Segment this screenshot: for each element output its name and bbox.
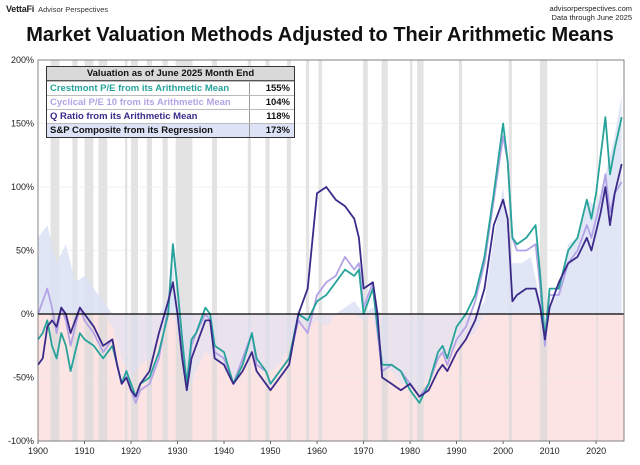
legend-label: S&P Composite from its Regression [50,125,213,136]
x-tick-label: 1990 [447,446,467,456]
y-tick-label: 50% [16,246,34,256]
x-tick-label: 1920 [121,446,141,456]
y-tick-label: -50% [13,373,34,383]
x-tick-label: 2020 [586,446,606,456]
x-tick-label: 1900 [28,446,48,456]
legend-row-composite: S&P Composite from its Regression 173% [47,123,294,137]
legend-value: 118% [249,110,294,123]
y-tick-label: 200% [11,55,34,65]
y-tick-label: -100% [8,436,34,446]
source-url: advisorperspectives.com [549,4,632,13]
brand-sub: Advisor Perspectives [38,5,109,14]
legend-row-crestmont: Crestmont P/E from its Arithmetic Mean 1… [47,81,294,95]
data-date: Data through June 2025 [551,13,632,22]
x-tick-label: 2000 [493,446,513,456]
x-tick-label: 1960 [307,446,327,456]
legend-value: 104% [249,96,294,109]
x-tick-label: 1970 [354,446,374,456]
brand-name: VettaFi [6,4,35,14]
plot-frame [37,59,625,442]
legend-table: Valuation as of June 2025 Month End Cres… [46,66,295,138]
x-tick-label: 1940 [214,446,234,456]
composite-area-negative [38,314,622,397]
legend-value: 155% [249,82,294,95]
brand: VettaFi Advisor Perspectives [6,4,108,14]
y-tick-label: 150% [11,119,34,129]
legend-label: Q Ratio from its Arithmetic Mean [50,111,198,122]
legend-row-pe10: Cyclical P/E 10 from its Arithmetic Mean… [47,95,294,109]
legend-value: 173% [249,124,294,137]
y-tick-label: 0% [21,309,34,319]
legend-header: Valuation as of June 2025 Month End [47,67,294,81]
x-tick-label: 1930 [168,446,188,456]
source-note: advisorperspectives.com Data through Jun… [549,4,632,22]
legend-label: Crestmont P/E from its Arithmetic Mean [50,83,230,94]
x-tick-label: 1910 [74,446,94,456]
chart-title: Market Valuation Methods Adjusted to The… [26,24,614,46]
legend-row-q-ratio: Q Ratio from its Arithmetic Mean 118% [47,109,294,123]
x-tick-label: 1980 [400,446,420,456]
x-tick-label: 2010 [540,446,560,456]
legend-label: Cyclical P/E 10 from its Arithmetic Mean [50,97,231,108]
y-tick-label: 100% [11,182,34,192]
q-ratio-line [37,163,623,398]
x-tick-label: 1950 [261,446,281,456]
